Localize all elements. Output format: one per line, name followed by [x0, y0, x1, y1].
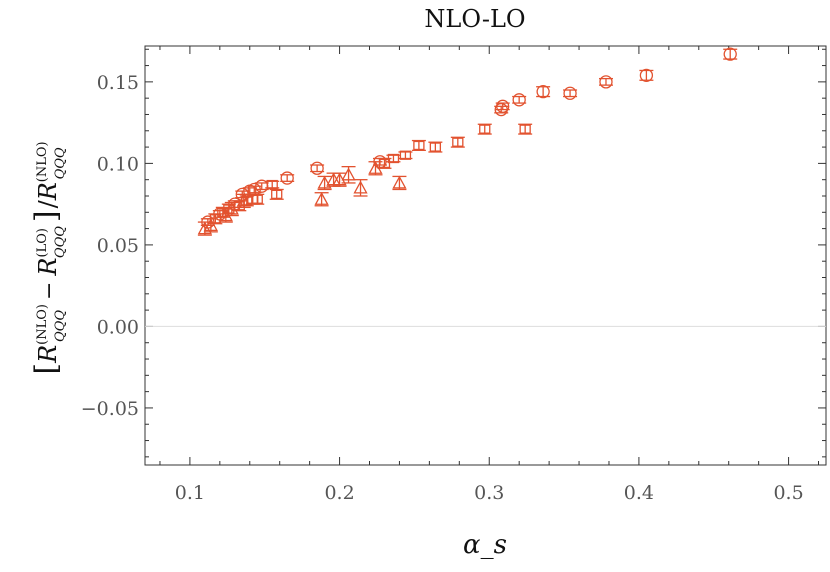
data-point-triangle — [236, 193, 251, 209]
y-label-r3: R — [34, 182, 62, 201]
y-tick-label: −0.05 — [81, 398, 139, 420]
data-point-triangle — [353, 179, 368, 197]
data-point-triangle — [317, 175, 332, 191]
data-point-square — [518, 123, 533, 135]
triangle-marker — [203, 217, 218, 231]
data-point-square — [398, 150, 413, 160]
plot-frame — [144, 45, 827, 466]
square-marker — [452, 137, 464, 147]
y-label-r3-sub: QQQ — [53, 147, 68, 179]
data-points — [197, 47, 738, 236]
y-label-r2-sup: (LO) — [35, 228, 50, 257]
data-point-square — [428, 141, 443, 153]
data-point-circle — [598, 75, 613, 89]
data-point-circle — [639, 68, 654, 82]
svg-text:[R(NLO)QQQ−R(LO)QQQ]/R(NLO)QQQ: [R(NLO) QQQ−R(LO) QQQ]/R(NLO) QQQ — [29, 141, 68, 374]
y-axis-label: [R(NLO) QQQ−R(LO) QQQ]/R(NLO) QQQ — [29, 141, 68, 374]
square-marker — [429, 142, 442, 152]
triangle-marker — [353, 180, 368, 194]
chart-title: NLO-LO — [424, 5, 525, 33]
y-label-close-bracket: ] — [29, 210, 64, 222]
y-label-r1-sup: (NLO) — [35, 304, 50, 345]
data-point-triangle — [224, 201, 239, 217]
triangle-marker — [317, 175, 332, 189]
data-point-circle — [563, 86, 578, 100]
x-axis-label: α_s — [463, 530, 507, 560]
square-marker — [378, 158, 391, 169]
circle-marker — [563, 86, 577, 100]
data-point-square — [377, 157, 392, 169]
y-label-r1: R — [34, 345, 62, 364]
y-label-r1-sub: QQQ — [53, 310, 68, 342]
data-point-square — [265, 179, 280, 190]
triangle-marker — [341, 167, 356, 181]
triangle-marker — [314, 191, 329, 205]
data-point-square — [386, 153, 401, 164]
y-tick-label: 0.10 — [97, 153, 139, 175]
data-point-triangle — [368, 160, 383, 176]
triangle-marker — [392, 175, 407, 189]
y-tick-label: 0.00 — [97, 316, 139, 338]
data-point-circle — [512, 93, 527, 107]
triangle-marker — [224, 201, 239, 215]
y-label-r2-sub: QQQ — [53, 226, 68, 258]
x-tick-label: 0.3 — [474, 482, 504, 504]
y-label-slash: / — [34, 199, 62, 208]
circle-marker — [512, 93, 526, 107]
data-point-square — [269, 188, 284, 200]
circle-marker — [280, 171, 294, 185]
circle-marker — [310, 161, 324, 175]
square-marker — [399, 150, 412, 160]
data-point-triangle — [203, 217, 218, 233]
data-point-triangle — [314, 191, 329, 207]
triangle-marker — [236, 193, 251, 207]
data-point-square — [450, 136, 465, 148]
circle-marker — [536, 84, 550, 99]
data-point-circle — [310, 161, 325, 175]
square-marker — [479, 124, 491, 134]
y-label-minus: − — [37, 282, 62, 300]
data-point-triangle — [341, 165, 356, 184]
y-label-r3-sup: (NLO) — [35, 141, 50, 182]
circle-marker — [496, 99, 510, 113]
y-label-r2: R — [34, 258, 62, 277]
circle-marker — [639, 68, 654, 82]
data-point-circle — [495, 99, 510, 113]
square-marker — [266, 179, 278, 190]
y-tick-label: 0.05 — [97, 235, 139, 257]
square-marker — [271, 189, 283, 200]
data-point-triangle — [392, 175, 407, 191]
data-point-circle — [723, 47, 738, 61]
x-tick-label: 0.4 — [624, 482, 654, 504]
data-point-triangle — [197, 221, 212, 236]
data-point-circle — [280, 171, 295, 185]
y-tick-label: 0.15 — [97, 72, 139, 94]
data-point-circle — [536, 84, 551, 99]
x-tick-label: 0.5 — [773, 482, 803, 504]
y-label-open-bracket: [ — [29, 363, 64, 375]
triangle-marker — [197, 221, 212, 235]
data-point-square — [250, 193, 265, 205]
x-tick-label: 0.2 — [324, 482, 354, 504]
triangle-marker — [368, 160, 383, 174]
circle-marker — [599, 75, 613, 89]
square-marker — [251, 194, 263, 204]
plot-axes: 0.1 0.2 0.3 0.4 0.5 −0.05 0.00 0.05 0.10 0.15 — [81, 45, 827, 504]
x-tick-label: 0.1 — [175, 482, 205, 504]
square-marker — [519, 124, 531, 134]
data-point-square — [477, 123, 492, 135]
square-marker — [413, 140, 425, 151]
circle-marker — [723, 47, 737, 61]
data-point-square — [411, 139, 426, 151]
